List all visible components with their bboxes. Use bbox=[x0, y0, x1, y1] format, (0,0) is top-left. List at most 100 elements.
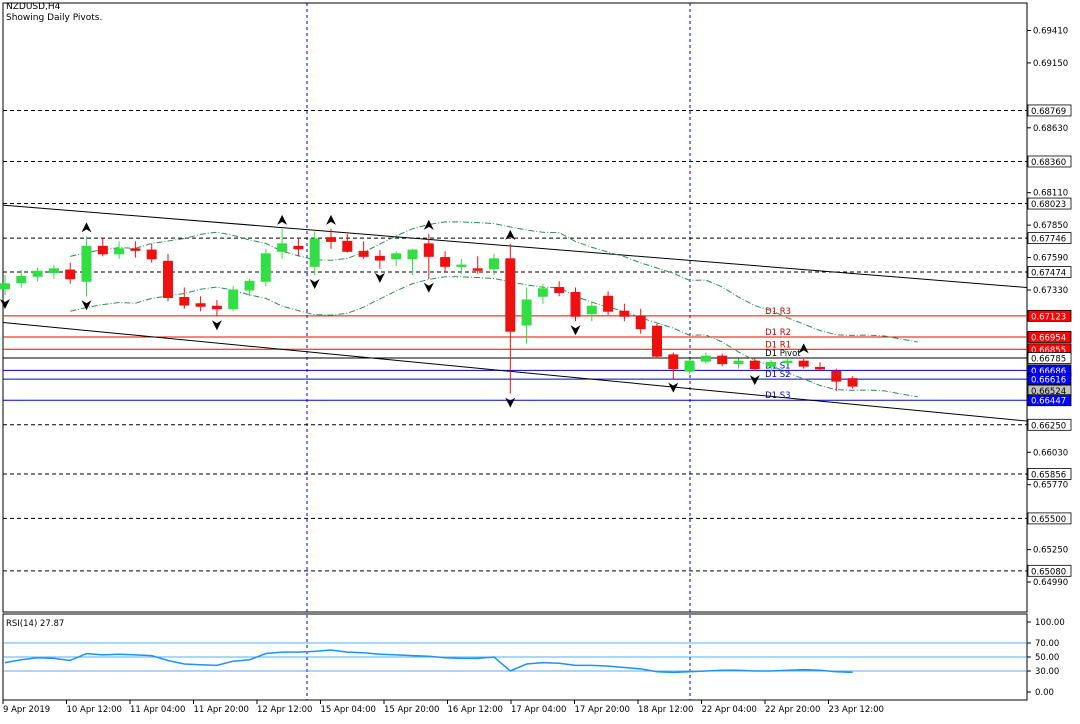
candle-body bbox=[815, 366, 825, 370]
rsi-tick-label: 100.00 bbox=[1035, 618, 1065, 628]
price-level-tag bbox=[1027, 418, 1072, 431]
time-axis-label: 16 Apr 12:00 bbox=[448, 705, 503, 715]
time-axis-label: 15 Apr 20:00 bbox=[384, 705, 439, 715]
price-level-tag-label: 0.68769 bbox=[1031, 107, 1066, 117]
rsi-tick-label: 30.00 bbox=[1035, 667, 1059, 677]
candle-body bbox=[374, 255, 385, 261]
time-axis-label: 22 Apr 04:00 bbox=[702, 705, 757, 715]
candle-body bbox=[293, 245, 304, 250]
time-axis-label: 22 Apr 20:00 bbox=[765, 705, 820, 715]
fractal-arrow bbox=[423, 219, 434, 230]
price-level-tag-label: 0.66785 bbox=[1031, 355, 1066, 365]
fractal-arrow bbox=[0, 299, 10, 310]
candle-body bbox=[847, 378, 858, 387]
fractal-arrow bbox=[211, 320, 222, 331]
price-level-tag-label: 0.68360 bbox=[1031, 158, 1066, 168]
rsi-line bbox=[4, 649, 853, 674]
envelope-lower bbox=[70, 276, 918, 398]
price-tick-label: 0.67330 bbox=[1033, 286, 1068, 296]
price-tick-label: 0.68630 bbox=[1033, 124, 1068, 134]
candle-body bbox=[652, 325, 662, 357]
candle-body bbox=[456, 264, 467, 268]
chart-subtitle: Showing Daily Pivots. bbox=[6, 13, 103, 23]
time-axis-label: 18 Apr 12:00 bbox=[638, 705, 693, 715]
candle-body bbox=[505, 258, 516, 332]
time-axis-label: 11 Apr 04:00 bbox=[130, 705, 185, 715]
candle-body bbox=[309, 238, 320, 267]
candle-body bbox=[766, 361, 777, 367]
fractal-arrow bbox=[668, 382, 679, 393]
candle-body bbox=[749, 360, 760, 370]
fractal-arrow bbox=[749, 375, 760, 386]
candle-body bbox=[65, 269, 76, 280]
price-tick-label: 0.65250 bbox=[1033, 546, 1068, 556]
candle-body bbox=[146, 249, 157, 260]
price-level-tag bbox=[1027, 197, 1072, 210]
fractal-arrow bbox=[277, 214, 288, 225]
fractal-arrow bbox=[374, 272, 385, 283]
candle-body bbox=[211, 305, 222, 310]
candle-body bbox=[423, 243, 434, 257]
pivot-label: D1 S1 bbox=[765, 361, 790, 371]
candle-body bbox=[32, 270, 43, 277]
time-axis-label: 12 Apr 12:00 bbox=[257, 705, 312, 715]
fractal-arrow bbox=[423, 282, 434, 293]
pivot-label: D1 R1 bbox=[765, 340, 791, 350]
price-level-tag-label: 0.65856 bbox=[1031, 470, 1066, 480]
candle-body bbox=[391, 253, 402, 260]
candle-body bbox=[668, 354, 679, 370]
price-level-tag-label: 0.68023 bbox=[1031, 200, 1066, 210]
candle-body bbox=[244, 280, 255, 291]
fractal-arrow bbox=[505, 397, 516, 408]
candle-body bbox=[179, 297, 190, 306]
candle-body bbox=[195, 303, 206, 307]
fractal-arrow bbox=[309, 279, 320, 290]
candle-body bbox=[16, 275, 27, 284]
candle-body bbox=[733, 360, 744, 365]
candle-body bbox=[570, 292, 581, 317]
price-level-tag-label: 0.66686 bbox=[1031, 367, 1066, 377]
price-level-tag bbox=[1027, 104, 1072, 117]
candle-body bbox=[798, 360, 809, 367]
candle-body bbox=[358, 250, 369, 257]
rsi-title: RSI(14) 27.87 bbox=[6, 619, 64, 629]
envelope-upper bbox=[70, 221, 918, 343]
price-level-tag bbox=[1027, 309, 1072, 322]
fractal-arrow bbox=[570, 325, 581, 336]
fractal-arrow bbox=[81, 222, 92, 233]
candle-body bbox=[684, 360, 695, 372]
price-level-tag bbox=[1027, 564, 1072, 577]
price-level-tag-label: 0.65500 bbox=[1031, 515, 1066, 525]
candle-body bbox=[603, 295, 614, 312]
candle-body bbox=[277, 243, 288, 252]
fractal-arrow bbox=[81, 300, 92, 311]
pivot-label: D1 S3 bbox=[765, 391, 790, 401]
time-axis-label: 9 Apr 2019 bbox=[3, 705, 50, 715]
price-tick-label: 0.64990 bbox=[1033, 578, 1068, 588]
pivot-label: D1 R3 bbox=[765, 307, 791, 317]
price-level-tag-label: 0.65080 bbox=[1031, 567, 1066, 577]
candle-body bbox=[48, 268, 59, 274]
price-level-tag bbox=[1027, 266, 1072, 278]
pivot-label: D1 R2 bbox=[765, 328, 791, 338]
time-axis-label: 17 Apr 20:00 bbox=[575, 705, 630, 715]
chart-symbol: NZDUSD,H4 bbox=[6, 2, 61, 12]
candle-body bbox=[635, 315, 646, 330]
candle-body bbox=[472, 268, 483, 271]
price-level-tag-label: 0.67746 bbox=[1031, 235, 1066, 245]
rsi-tick-label: 50.00 bbox=[1035, 653, 1059, 663]
candle-body bbox=[537, 288, 548, 297]
time-axis-label: 15 Apr 04:00 bbox=[321, 705, 376, 715]
time-axis-label: 11 Apr 20:00 bbox=[194, 705, 249, 715]
candle-body bbox=[407, 249, 418, 260]
price-tick-label: 0.67590 bbox=[1033, 254, 1068, 264]
candle-body bbox=[114, 248, 125, 255]
candle-body bbox=[521, 299, 532, 326]
price-level-tag bbox=[1027, 352, 1072, 364]
price-tick-label: 0.66030 bbox=[1033, 448, 1068, 458]
price-tick-label: 0.69410 bbox=[1033, 26, 1068, 36]
price-tick-label: 0.69150 bbox=[1033, 59, 1068, 69]
candle-body bbox=[260, 253, 271, 282]
price-tick-label: 0.67850 bbox=[1033, 221, 1068, 231]
